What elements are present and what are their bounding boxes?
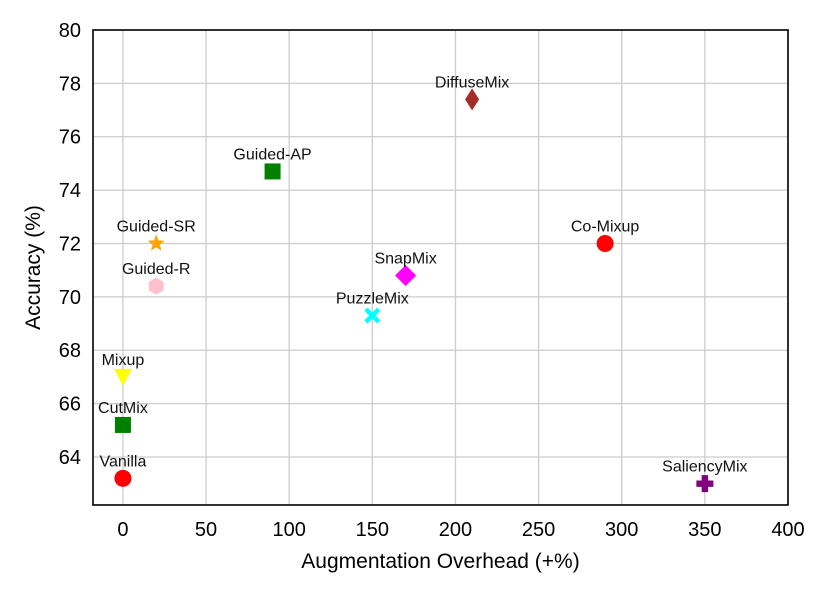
point-label: CutMix bbox=[98, 400, 148, 417]
y-tick-label: 72 bbox=[59, 233, 81, 255]
point-label: Vanilla bbox=[100, 453, 147, 470]
guided-ap-point bbox=[264, 163, 281, 180]
cutmix-point bbox=[114, 416, 131, 433]
x-tick-label: 300 bbox=[605, 519, 638, 541]
guided-sr-point bbox=[147, 234, 165, 251]
y-axis-title: Accuracy (%) bbox=[22, 205, 45, 330]
vanilla-point bbox=[114, 469, 132, 487]
point-label: Mixup bbox=[102, 352, 145, 369]
y-tick-label: 80 bbox=[59, 20, 81, 42]
x-tick-label: 0 bbox=[117, 519, 128, 541]
point-labels: Vanilla CutMix Mixup Guided-R Guided-SR Guide… bbox=[98, 74, 748, 475]
y-tick-label: 74 bbox=[59, 180, 81, 202]
guided-r-point bbox=[148, 277, 164, 295]
y-tick-label: 70 bbox=[59, 287, 81, 309]
x-tick-label: 250 bbox=[522, 519, 555, 541]
y-tick-label: 68 bbox=[59, 340, 81, 362]
x-tick-label: 200 bbox=[439, 519, 472, 541]
y-axis-ticks: 64 66 68 70 72 74 76 78 80 bbox=[59, 20, 81, 469]
point-label: Guided-SR bbox=[117, 218, 196, 235]
point-label: SaliencyMix bbox=[662, 459, 747, 476]
x-axis-ticks: 0 50 100 150 200 250 300 350 400 bbox=[117, 519, 804, 541]
x-tick-label: 150 bbox=[356, 519, 389, 541]
y-tick-label: 66 bbox=[59, 394, 81, 416]
point-label: PuzzleMix bbox=[336, 291, 409, 308]
y-tick-label: 76 bbox=[59, 127, 81, 149]
point-label: DiffuseMix bbox=[435, 74, 509, 91]
co-mixup-point bbox=[596, 234, 614, 252]
grid bbox=[93, 29, 789, 505]
diffusemix-point bbox=[465, 88, 480, 111]
y-tick-label: 78 bbox=[59, 73, 81, 95]
x-tick-label: 350 bbox=[688, 519, 721, 541]
point-label: Guided-R bbox=[122, 261, 190, 278]
x-tick-label: 400 bbox=[771, 519, 804, 541]
mixup-point bbox=[113, 368, 132, 386]
point-label: Co-Mixup bbox=[571, 218, 640, 235]
x-axis-title: Augmentation Overhead (+%) bbox=[301, 550, 579, 573]
x-tick-label: 50 bbox=[195, 519, 217, 541]
y-tick-label: 64 bbox=[59, 447, 81, 469]
snapmix-point bbox=[395, 265, 417, 287]
puzzlemix-point bbox=[364, 307, 381, 324]
data-points bbox=[113, 88, 714, 493]
x-tick-label: 100 bbox=[273, 519, 306, 541]
point-label: SnapMix bbox=[374, 251, 436, 268]
point-label: Guided-AP bbox=[233, 146, 311, 163]
plot-frame bbox=[92, 29, 789, 506]
saliencymix-point bbox=[696, 475, 714, 493]
